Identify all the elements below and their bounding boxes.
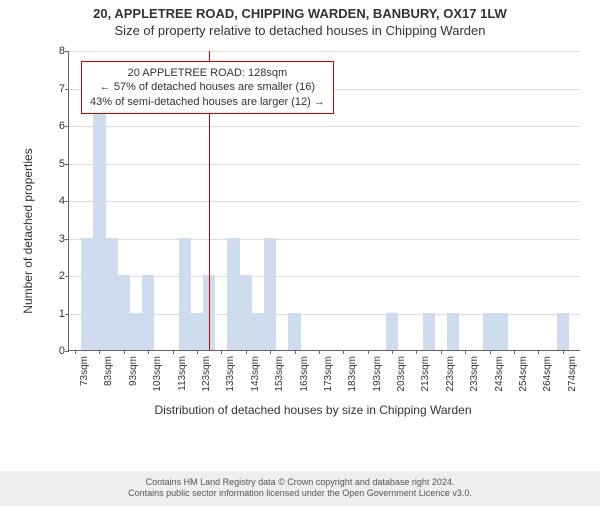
annotation-line3: 43% of semi-detached houses are larger (… [90,95,325,109]
ytick-mark [65,51,69,52]
xtick-label: 173sqm [323,356,334,392]
ytick-mark [65,314,69,315]
histogram-bar [483,313,495,351]
xtick-label: 93sqm [128,356,139,386]
xtick-mark [99,350,100,354]
xtick-label: 123sqm [201,356,212,392]
ytick-mark [65,89,69,90]
ytick-label: 7 [59,83,65,95]
footer-attribution: Contains HM Land Registry data © Crown c… [0,471,600,506]
xtick-mark [368,350,369,354]
histogram-bar [191,313,203,351]
xtick-mark [514,350,515,354]
annotation-line1: 20 APPLETREE ROAD: 128sqm [90,66,325,80]
xtick-mark [270,350,271,354]
histogram-bar [142,275,154,350]
histogram-bar [386,313,398,351]
xtick-mark [343,350,344,354]
xtick-label: 163sqm [299,356,310,392]
ytick-mark [65,164,69,165]
histogram-bar [106,238,118,351]
xtick-label: 243sqm [494,356,505,392]
xtick-mark [295,350,296,354]
histogram-bar [227,238,239,351]
xtick-label: 83sqm [103,356,114,386]
xtick-mark [124,350,125,354]
xtick-mark [197,350,198,354]
histogram-bar [130,313,142,351]
xtick-mark [416,350,417,354]
xtick-label: 233sqm [469,356,480,392]
ytick-label: 2 [59,270,65,282]
ytick-label: 6 [59,120,65,132]
ytick-mark [65,239,69,240]
xtick-label: 254sqm [518,356,529,392]
ytick-mark [65,201,69,202]
xtick-mark [148,350,149,354]
plot-region: 01234567873sqm83sqm93sqm103sqm113sqm123s… [68,51,580,351]
histogram-bar [447,313,459,351]
histogram-bar [264,238,276,351]
histogram-bar [93,88,105,351]
histogram-bar [288,313,300,351]
histogram-bar [496,313,508,351]
ytick-label: 8 [59,45,65,57]
gridline [69,164,580,165]
histogram-bar [557,313,569,351]
xtick-mark [319,350,320,354]
ytick-label: 5 [59,158,65,170]
xtick-label: 203sqm [396,356,407,392]
xtick-mark [563,350,564,354]
xtick-mark [441,350,442,354]
xtick-label: 133sqm [225,356,236,392]
annotation-box: 20 APPLETREE ROAD: 128sqm ← 57% of detac… [81,61,334,114]
gridline [69,239,580,240]
ytick-label: 1 [59,308,65,320]
xtick-mark [392,350,393,354]
histogram-bar [252,313,264,351]
xtick-label: 143sqm [250,356,261,392]
histogram-bar [179,238,191,351]
chart-title-block: 20, APPLETREE ROAD, CHIPPING WARDEN, BAN… [0,6,600,38]
xtick-label: 223sqm [445,356,456,392]
gridline [69,201,580,202]
chart-area: Number of detached properties 0123456787… [38,51,588,411]
xtick-label: 183sqm [347,356,358,392]
ytick-label: 4 [59,195,65,207]
xtick-label: 103sqm [152,356,163,392]
ytick-label: 3 [59,233,65,245]
title-address: 20, APPLETREE ROAD, CHIPPING WARDEN, BAN… [0,6,600,21]
annotation-line2: ← 57% of detached houses are smaller (16… [90,80,325,94]
xtick-label: 264sqm [542,356,553,392]
gridline [69,51,580,52]
xtick-label: 274sqm [567,356,578,392]
footer-line1: Contains HM Land Registry data © Crown c… [4,477,596,489]
yaxis-label: Number of detached properties [21,148,35,313]
title-subtitle: Size of property relative to detached ho… [0,23,600,38]
footer-line2: Contains public sector information licen… [4,488,596,500]
ytick-mark [65,276,69,277]
xtick-mark [490,350,491,354]
xaxis-label: Distribution of detached houses by size … [38,403,588,417]
xtick-label: 193sqm [372,356,383,392]
xtick-label: 73sqm [79,356,90,386]
ytick-label: 0 [59,345,65,357]
histogram-bar [423,313,435,351]
xtick-label: 153sqm [274,356,285,392]
histogram-bar [240,275,252,350]
ytick-mark [65,351,69,352]
ytick-mark [65,126,69,127]
xtick-mark [221,350,222,354]
xtick-mark [465,350,466,354]
xtick-label: 213sqm [420,356,431,392]
xtick-mark [246,350,247,354]
xtick-mark [75,350,76,354]
xtick-mark [538,350,539,354]
histogram-bar [118,275,130,350]
xtick-mark [173,350,174,354]
xtick-label: 113sqm [177,356,188,391]
histogram-bar [81,238,93,351]
gridline [69,126,580,127]
